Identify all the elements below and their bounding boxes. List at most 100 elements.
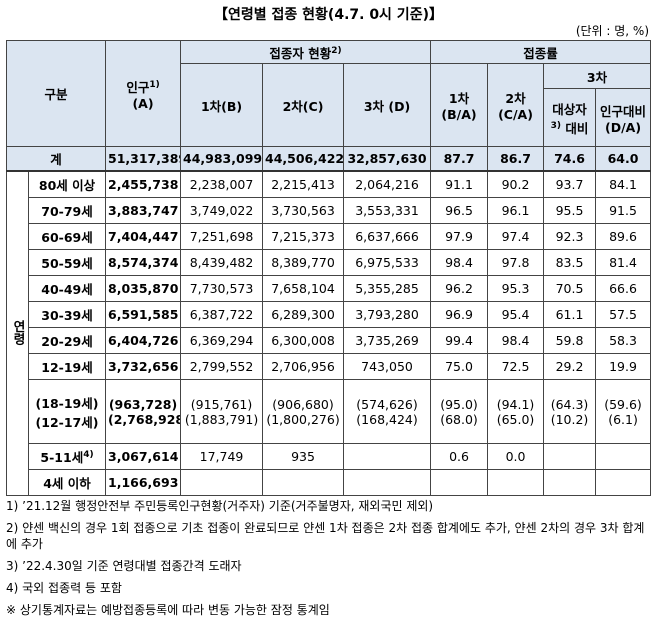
cell: 97.4 [487,223,545,250]
row-label-text: 60-69세 [41,230,93,245]
cell: 51,317,389 [105,146,182,172]
cell-text: 29.2 [555,359,584,374]
cell-text: 3,735,269 [355,333,419,348]
cell: 66.6 [595,275,652,302]
cell: (95.0) (68.0) [430,379,489,444]
table: 구분 인구1) (A) 접종자 현황2) 접종률 1차(B) 2차(C) 3차 (… [5,40,652,496]
cell-text: 95.3 [501,281,530,296]
cell-line: (1,800,276) [266,411,340,427]
header-text: (D/A) [605,119,642,135]
cell-text: 91.5 [609,203,637,218]
cell: 8,035,870 [105,275,182,302]
cell [430,469,489,496]
cell-text: 3,883,747 [108,203,179,218]
row: 4세 이하 1,166,693 [7,469,652,496]
cell-line: (59.6) [604,396,642,412]
header-text: 접종자 현황 [269,45,332,61]
cell-text: 0.0 [505,449,526,464]
cell: 58.3 [595,327,652,354]
row-label-text: 80세 이상 [38,178,96,193]
cell-line: (68.0) [440,411,478,427]
row: 20-29세 6,404,726 6,369,294 6,300,008 3,735,2… [7,327,652,354]
cell-line: (168,424) [356,411,418,427]
cell: (963,728)(2,768,928) [105,379,182,444]
cell: 1,166,693 [105,469,182,496]
row-label-text: 4세 이하 [43,476,91,491]
cell: 44,983,099 [180,146,264,172]
cell: 0.0 [487,443,545,470]
cell-line: (2,768,928) [108,411,180,427]
header-text: 인구 [126,79,150,95]
cell-text: 2,799,552 [189,359,254,374]
cell [595,469,652,496]
row-label: 12-19세 [27,353,107,380]
header-cell: 접종률 [430,40,652,64]
cell-text: 96.5 [445,203,473,218]
cell-text: 7,251,698 [189,229,254,244]
cell-text: 5,355,285 [355,281,419,296]
cell: 86.7 [487,146,545,172]
cell-text: 96.1 [501,203,530,218]
cell-text: 7,730,573 [189,281,254,296]
cell: 97.9 [430,223,489,250]
side-text: 연령 [11,319,26,345]
cell: 7,658,104 [262,275,345,302]
cell: 3,883,747 [105,197,182,224]
cell-text: 8,574,374 [108,255,179,270]
footnote-ref: 3) [550,120,562,131]
cell-text: 89.6 [609,229,637,244]
cell: 19.9 [595,353,652,380]
cell: 2,215,413 [262,170,345,198]
cell-line: (64.3) [550,396,589,412]
cell-text: 61.1 [555,307,584,322]
cell-text: 935 [291,449,315,464]
header-text: (B/A) [441,107,477,122]
cell: 81.4 [595,249,652,276]
row-label: 계 [5,146,107,172]
cell-text: 81.4 [609,255,637,270]
cell-line: (963,728) [108,396,178,412]
cell: (59.6) (6.1) [595,379,652,444]
cell: 6,404,726 [105,327,182,354]
header-cell: 구분 [5,40,107,147]
row-label: 20-29세 [27,327,107,354]
cell [543,469,597,496]
cell-line: (10.2) [550,411,589,427]
cell-text: 84.1 [609,177,637,192]
cell: 6,591,585 [105,301,182,328]
cell-text: 6,289,300 [271,307,335,322]
cell: 59.8 [543,327,597,354]
cell-text: 3,730,563 [271,203,335,218]
cell: 87.7 [430,146,489,172]
cell: 91.5 [595,197,652,224]
cell: 2,455,738 [105,170,182,198]
header-cell: 대상자 3) 대비 [543,88,597,147]
cell-text: 6,637,666 [355,229,419,244]
row: 연령 80세 이상 2,455,738 2,238,007 2,215,413 2,064… [6,170,652,496]
cell: 32,857,630 [343,146,432,172]
cell: 29.2 [543,353,597,380]
cell: 96.2 [430,275,489,302]
row-label: 60-69세 [27,223,107,250]
cell-text: 96.2 [445,281,473,296]
cell: 98.4 [487,327,545,354]
cell: 96.5 [430,197,489,224]
cell: 96.1 [487,197,545,224]
cell-text: 91.1 [445,177,473,192]
cell: 95.4 [487,301,545,328]
cell-text: 6,591,585 [108,307,179,322]
row-label: 5-11세4) [27,443,107,470]
cell-line: (6.1) [608,411,638,427]
cell: 8,389,770 [262,249,345,276]
cell: 6,975,533 [343,249,432,276]
row-label-text: 12-19세 [41,360,93,375]
cell: 95.5 [543,197,597,224]
row: 30-39세 6,591,585 6,387,722 6,289,300 3,793,2… [7,301,652,328]
cell-line: (95.0) [440,396,478,412]
cell: 3,735,269 [343,327,432,354]
header-cell: 1차 (B/A) [430,63,489,147]
cell-text: 0.6 [449,449,469,464]
cell-text: 3,732,656 [108,359,179,374]
row-label-text: 40-49세 [41,282,93,297]
